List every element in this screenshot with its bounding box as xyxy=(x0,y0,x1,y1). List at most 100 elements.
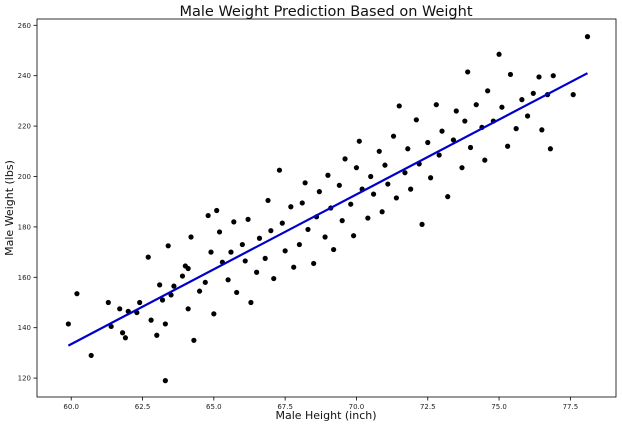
y-tick-label: 120 xyxy=(18,375,31,383)
data-point xyxy=(382,162,388,168)
data-point xyxy=(445,194,451,200)
data-point xyxy=(570,92,576,98)
y-tick-label: 200 xyxy=(18,173,31,181)
data-point xyxy=(282,248,288,254)
data-point xyxy=(547,146,553,152)
data-point xyxy=(171,283,177,289)
y-tick-label: 240 xyxy=(18,72,31,80)
data-point xyxy=(459,165,465,171)
regression-line-group xyxy=(67,72,588,347)
data-point xyxy=(242,258,248,264)
data-point xyxy=(379,209,385,215)
data-point xyxy=(305,226,311,233)
data-point xyxy=(157,282,163,288)
data-point xyxy=(408,186,414,192)
data-point xyxy=(385,181,391,187)
data-point xyxy=(428,175,434,181)
x-tick-label: 75.0 xyxy=(491,403,507,411)
data-point xyxy=(185,265,191,272)
data-point xyxy=(191,337,197,343)
data-point xyxy=(505,143,511,149)
data-point xyxy=(205,212,211,219)
data-point xyxy=(271,275,277,282)
data-point xyxy=(137,299,143,306)
data-point xyxy=(450,137,457,143)
data-point xyxy=(296,241,303,248)
x-tick-label: 77.5 xyxy=(563,403,579,411)
data-point xyxy=(356,138,362,144)
data-point xyxy=(473,102,479,108)
data-point xyxy=(245,216,251,222)
data-point xyxy=(325,172,331,178)
data-point xyxy=(256,235,263,241)
data-point xyxy=(524,113,531,119)
data-point xyxy=(390,133,397,139)
data-point xyxy=(239,241,245,248)
data-point xyxy=(342,156,348,162)
data-point xyxy=(499,104,505,110)
data-point xyxy=(159,297,166,303)
y-tick-label: 180 xyxy=(18,223,31,231)
data-point xyxy=(105,299,111,306)
plot-area xyxy=(36,18,617,398)
data-point xyxy=(425,139,431,146)
y-tick-label: 160 xyxy=(18,274,31,282)
x-tick-label: 65.0 xyxy=(206,403,222,411)
data-point xyxy=(74,291,80,297)
data-point xyxy=(302,180,308,186)
data-point xyxy=(519,97,525,103)
data-point xyxy=(299,200,305,206)
data-point xyxy=(231,219,237,225)
data-point xyxy=(467,144,474,151)
data-point xyxy=(154,332,160,338)
data-point xyxy=(122,335,129,341)
data-point xyxy=(248,299,254,306)
data-point xyxy=(419,221,425,227)
data-point xyxy=(322,234,328,240)
data-point xyxy=(202,279,208,285)
data-point xyxy=(162,378,168,384)
x-axis-title: Male Height (inch) xyxy=(275,409,376,422)
data-point xyxy=(331,246,337,253)
data-point xyxy=(353,165,360,171)
data-point xyxy=(162,321,168,327)
data-point xyxy=(185,306,191,312)
data-point xyxy=(291,264,297,270)
data-point xyxy=(350,233,357,239)
data-point xyxy=(65,321,71,327)
data-point xyxy=(108,323,114,330)
scatter-points xyxy=(65,34,591,384)
data-point xyxy=(462,118,468,124)
data-point xyxy=(530,90,536,96)
y-tick-label: 140 xyxy=(18,324,31,332)
data-point xyxy=(413,117,419,123)
data-point xyxy=(539,127,545,133)
data-point xyxy=(119,330,126,336)
data-point xyxy=(168,292,174,298)
data-point xyxy=(433,102,439,108)
x-tick-label: 72.5 xyxy=(420,403,436,411)
data-point xyxy=(117,306,123,312)
data-point xyxy=(265,197,271,204)
data-point xyxy=(211,311,217,317)
x-axis: 60.0 62.5 65.0 67.5 70.0 72.5 75.0 77.5 xyxy=(63,397,578,411)
data-point xyxy=(234,289,240,296)
data-point xyxy=(439,128,445,134)
data-point xyxy=(228,249,234,255)
data-point xyxy=(536,74,542,80)
data-point xyxy=(584,34,591,40)
data-point xyxy=(214,207,220,214)
data-point xyxy=(496,51,502,57)
regression-line xyxy=(67,72,588,347)
data-point xyxy=(396,103,402,109)
data-point xyxy=(188,234,194,240)
data-point xyxy=(165,243,171,249)
data-point xyxy=(453,108,459,114)
y-axis: 120 140 160 180 200 220 240 260 xyxy=(18,22,37,383)
data-point xyxy=(550,73,556,79)
chart-title: Male Weight Prediction Based on Weight xyxy=(179,4,472,20)
x-tick-label: 67.5 xyxy=(277,403,293,411)
x-tick-label: 62.5 xyxy=(135,403,151,411)
data-point xyxy=(507,71,514,78)
